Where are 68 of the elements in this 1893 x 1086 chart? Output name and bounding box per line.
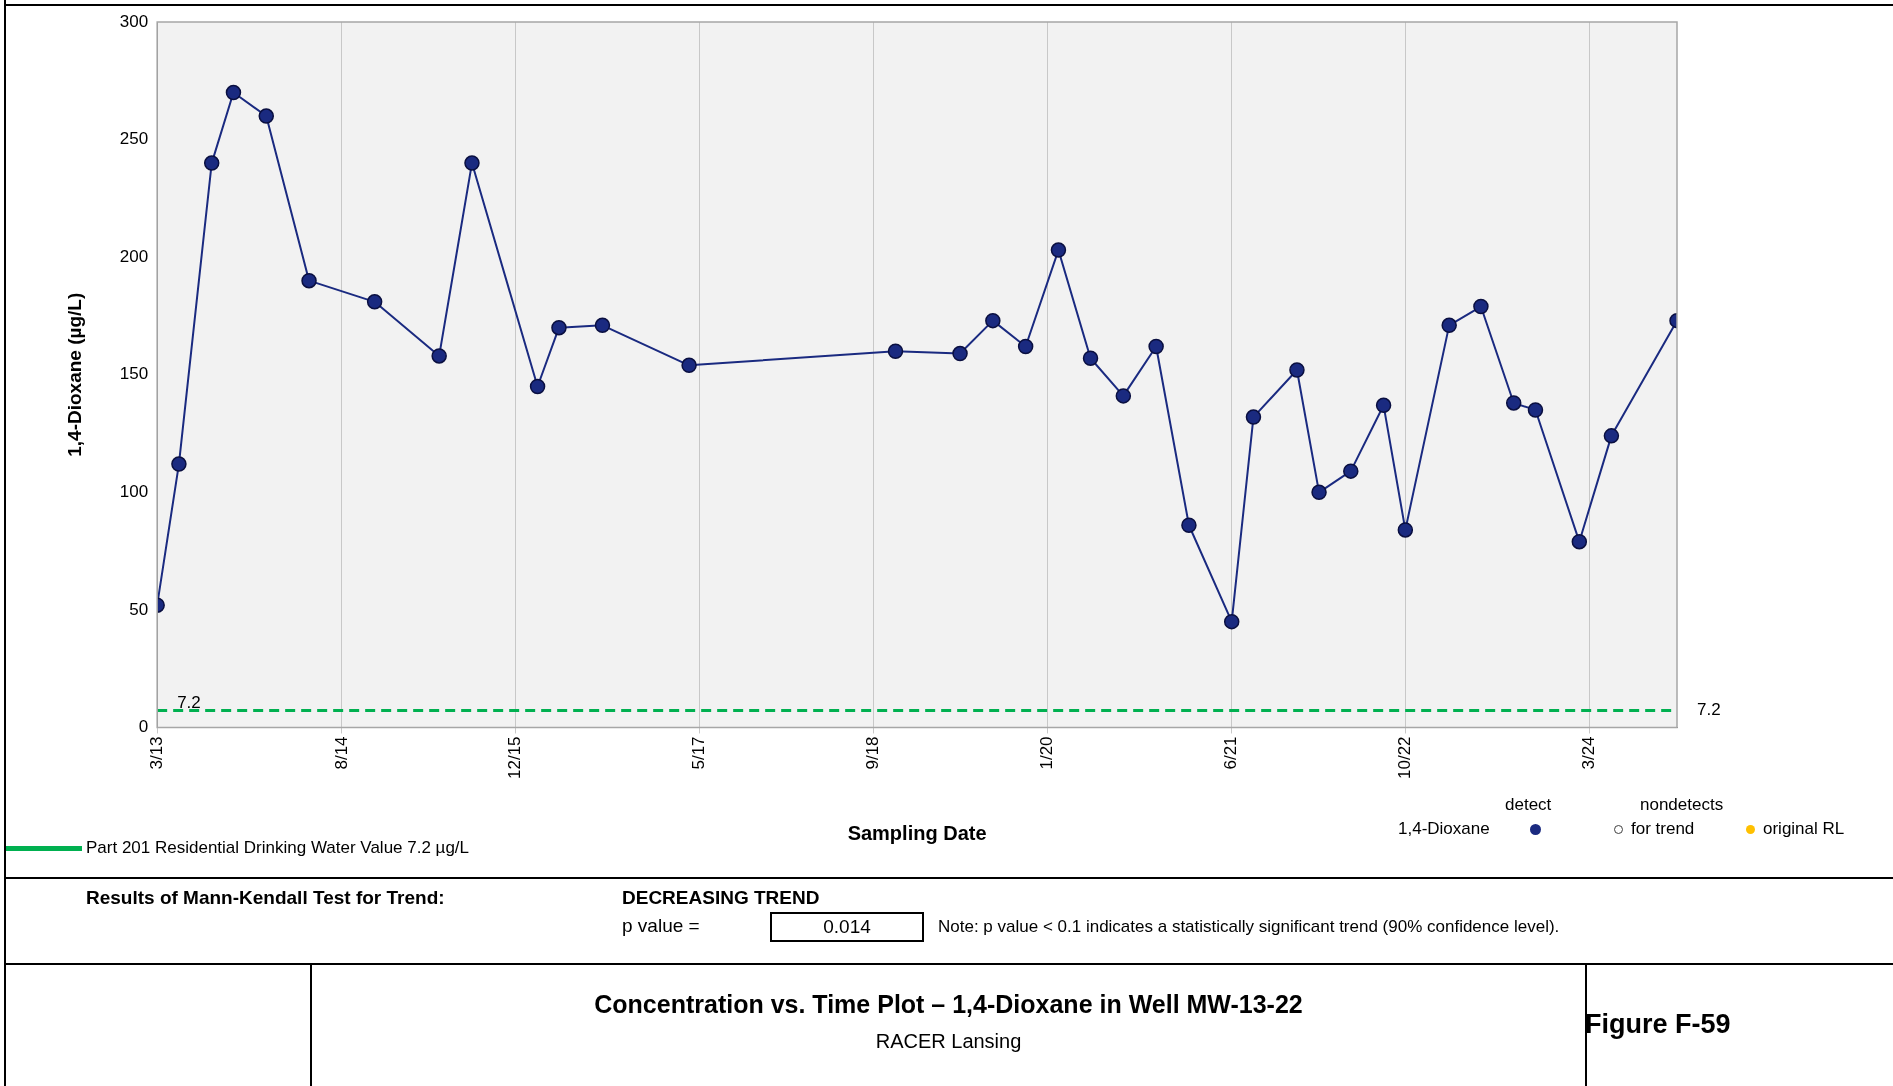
text: DECREASING TREND bbox=[622, 887, 820, 909]
x-tick-label: 3/13 bbox=[146, 736, 166, 770]
point bbox=[551, 319, 567, 336]
text: 0.014 bbox=[823, 916, 871, 938]
text: for trend bbox=[1631, 819, 1695, 839]
point bbox=[1343, 463, 1359, 479]
point bbox=[1311, 484, 1327, 501]
point bbox=[1181, 517, 1197, 533]
x-tick-label: 10/22 bbox=[1395, 736, 1415, 780]
point bbox=[1115, 388, 1132, 404]
point bbox=[594, 317, 611, 334]
ref-line-label: 7.2 bbox=[177, 692, 201, 712]
text: Note: p value < 0.1 indicates a statistically significant trend (90% confidence level). bbox=[938, 917, 1560, 937]
point bbox=[1527, 402, 1544, 418]
x-axis-title: Sampling Date bbox=[847, 821, 987, 844]
y-tick-label: 200 bbox=[119, 246, 149, 266]
text: 7.2 bbox=[1697, 700, 1721, 720]
x-tick-label: 12/15 bbox=[505, 736, 525, 780]
point bbox=[1017, 338, 1034, 355]
point bbox=[203, 155, 220, 171]
point bbox=[529, 378, 546, 395]
y-tick-label: 150 bbox=[119, 364, 149, 384]
x-tick-label: 6/21 bbox=[1221, 736, 1241, 770]
point bbox=[1050, 242, 1067, 258]
point bbox=[1223, 613, 1240, 630]
point bbox=[1571, 533, 1588, 550]
point bbox=[1603, 428, 1620, 444]
x-tick-label: 5/17 bbox=[689, 736, 709, 770]
point bbox=[1473, 298, 1489, 315]
y-tick-label: 100 bbox=[119, 481, 149, 501]
point bbox=[464, 155, 480, 171]
text: Results of Mann-Kendall Test for Trend: bbox=[86, 887, 445, 909]
point bbox=[366, 294, 383, 310]
point bbox=[952, 345, 968, 362]
text: nondetects bbox=[1640, 795, 1724, 815]
point bbox=[171, 456, 187, 472]
y-tick-label: 50 bbox=[129, 599, 149, 619]
point bbox=[225, 84, 242, 101]
text: original RL bbox=[1763, 819, 1845, 839]
y-axis-title: 1,4-Dioxane (µg/L) bbox=[63, 292, 85, 457]
point bbox=[1375, 397, 1392, 414]
x-tick-label: 3/24 bbox=[1579, 736, 1599, 770]
y-tick-label: 250 bbox=[119, 129, 149, 149]
point bbox=[1505, 395, 1522, 411]
y-tick-label: 300 bbox=[119, 11, 149, 31]
text: Concentration vs. Time Plot – 1,4-Dioxane in Well MW-13-22 bbox=[593, 990, 1304, 1019]
x-tick-label: 1/20 bbox=[1037, 736, 1057, 770]
text: p value = bbox=[622, 915, 700, 937]
point bbox=[1082, 350, 1099, 367]
point bbox=[301, 272, 317, 289]
point bbox=[1289, 362, 1305, 378]
point bbox=[1245, 409, 1262, 425]
x-tick-label: 9/18 bbox=[863, 736, 883, 770]
point bbox=[431, 348, 447, 364]
point bbox=[1397, 522, 1414, 538]
y-tick-label: 0 bbox=[138, 717, 149, 737]
point bbox=[1148, 338, 1164, 355]
text: RACER Lansing bbox=[874, 1030, 1023, 1053]
point bbox=[985, 312, 1001, 329]
text: Part 201 Residential Drinking Water Value 7.2 µg/L bbox=[86, 838, 470, 858]
point bbox=[887, 343, 904, 359]
x-tick-label: 8/14 bbox=[331, 736, 351, 770]
point bbox=[258, 108, 275, 124]
text: detect bbox=[1505, 795, 1552, 815]
point bbox=[1441, 317, 1457, 334]
text: Figure F-59 bbox=[1585, 1009, 1731, 1040]
legend-label: 1,4-Dioxane bbox=[1398, 819, 1490, 839]
point bbox=[681, 357, 697, 374]
